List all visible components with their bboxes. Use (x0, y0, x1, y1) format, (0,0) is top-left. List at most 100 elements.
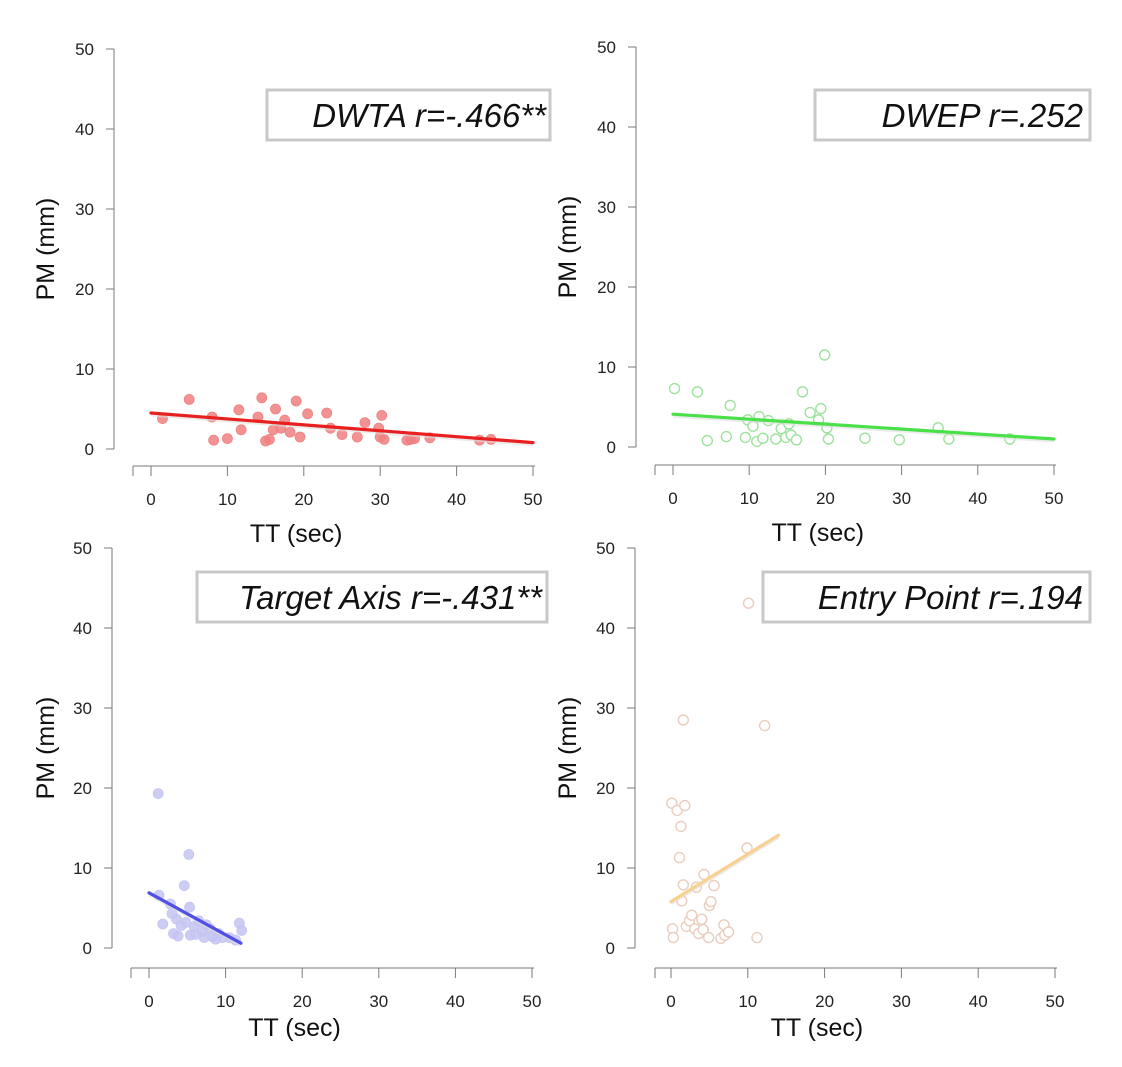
legend-text: DWEP r=.252 (882, 97, 1083, 134)
data-point (677, 714, 689, 726)
data-point (722, 926, 735, 938)
x-tick-label: 30 (892, 489, 911, 508)
data-point (758, 719, 771, 732)
data-point (751, 931, 763, 944)
panel-dwta: 0 10 20 30 40 50 0 10 20 30 40 50 PM (mm) TT (sec) DWT… (32, 40, 552, 548)
x-tick-label: 50 (1046, 992, 1065, 1011)
data-point (172, 930, 184, 942)
y-tick-label: 10 (597, 358, 616, 377)
data-point (264, 433, 275, 445)
data-point (256, 392, 268, 404)
fit-line (147, 891, 243, 945)
y-tick-label: 0 (607, 438, 616, 457)
data-point (284, 426, 296, 438)
data-point (697, 923, 709, 936)
y-tick-label: 10 (596, 859, 615, 878)
y-tick-label: 40 (73, 619, 92, 638)
y-axis-label: PM (mm) (32, 198, 60, 301)
data-point (378, 433, 390, 445)
y-tick-label: 20 (75, 280, 94, 299)
data-point (790, 434, 803, 446)
y-tick-label: 50 (73, 539, 92, 558)
y-axis-label: PM (mm) (32, 697, 60, 800)
data-point (351, 431, 363, 443)
y-tick-label: 20 (596, 779, 615, 798)
x-tick-label: 0 (666, 992, 675, 1011)
x-tick-label: 20 (815, 992, 834, 1011)
y-tick-label: 50 (597, 38, 616, 57)
y-tick-label: 30 (73, 699, 92, 718)
y-tick-label: 30 (597, 198, 616, 217)
y-tick-label: 0 (85, 440, 94, 459)
data-point (157, 918, 169, 930)
data-point (233, 404, 245, 416)
panel-entry-point: 0 10 20 30 40 50 0 10 20 30 40 50 PM (mm) TT (sec) Ent… (554, 539, 1092, 1042)
y-axis-label: PM (mm) (554, 697, 582, 800)
data-point (184, 901, 195, 913)
data-point (178, 880, 190, 891)
legend-text: Entry Point r=.194 (818, 579, 1083, 616)
fit-band (670, 835, 780, 905)
x-tick-label: 10 (740, 489, 759, 508)
data-point (770, 433, 782, 445)
data-point (696, 913, 708, 925)
y-tick-label: 30 (596, 699, 615, 718)
y-tick-label: 20 (597, 278, 616, 297)
x-tick-label: 10 (216, 992, 235, 1011)
data-point (673, 851, 686, 864)
data-point (235, 424, 247, 436)
data-point (376, 409, 388, 421)
legend-box (761, 570, 1092, 624)
x-tick-label: 50 (524, 490, 543, 509)
data-point (859, 432, 871, 444)
x-tick-label: 30 (892, 992, 911, 1011)
data-point (804, 406, 816, 419)
data-point (321, 407, 333, 419)
x-tick-label: 40 (969, 992, 988, 1011)
data-point (822, 433, 835, 445)
y-tick-label: 10 (73, 859, 92, 878)
x-tick-label: 30 (371, 490, 390, 509)
x-tick-label: 20 (294, 490, 313, 509)
x-tick-label: 20 (816, 489, 835, 508)
data-point (183, 849, 195, 860)
x-tick-label: 0 (668, 489, 677, 508)
data-point (677, 879, 689, 891)
panel-target-axis: 0 10 20 30 40 50 0 10 20 30 40 50 PM (mm) TT (sec) Tar… (32, 539, 549, 1042)
data-point (667, 931, 680, 944)
data-point (691, 386, 704, 398)
data-point (893, 434, 906, 446)
legend-box (813, 88, 1092, 142)
x-tick-label: 50 (1045, 489, 1064, 508)
y-tick-label: 40 (597, 118, 616, 137)
data-point (302, 408, 314, 420)
x-tick-label: 40 (968, 489, 987, 508)
y-tick-label: 0 (83, 939, 92, 958)
data-point (270, 403, 281, 415)
data-point (236, 925, 248, 936)
data-point (701, 434, 713, 447)
fit-line (149, 411, 535, 445)
data-point (294, 431, 306, 443)
data-point (208, 434, 220, 446)
y-tick-label: 50 (596, 539, 615, 558)
x-tick-label: 0 (146, 490, 155, 509)
x-axis-label: TT (sec) (771, 519, 864, 547)
fit-line (671, 412, 1056, 441)
data-point (708, 879, 720, 892)
x-tick-label: 40 (446, 992, 465, 1011)
x-axis-label: TT (sec) (248, 1014, 341, 1042)
x-axis-label: TT (sec) (250, 520, 343, 548)
panel-dwep: 0 10 20 30 40 50 0 10 20 30 40 50 PM (mm) TT (sec) DWE… (554, 38, 1092, 547)
data-point (720, 430, 733, 443)
y-tick-label: 30 (75, 200, 94, 219)
fit-band (672, 414, 1055, 443)
data-point (742, 597, 755, 609)
data-point (290, 395, 302, 407)
legend-box (195, 570, 549, 624)
x-tick-label: 40 (447, 490, 466, 509)
x-tick-label: 0 (144, 992, 153, 1011)
data-point (221, 433, 233, 445)
fit-band (150, 413, 534, 447)
data-point (724, 399, 736, 412)
